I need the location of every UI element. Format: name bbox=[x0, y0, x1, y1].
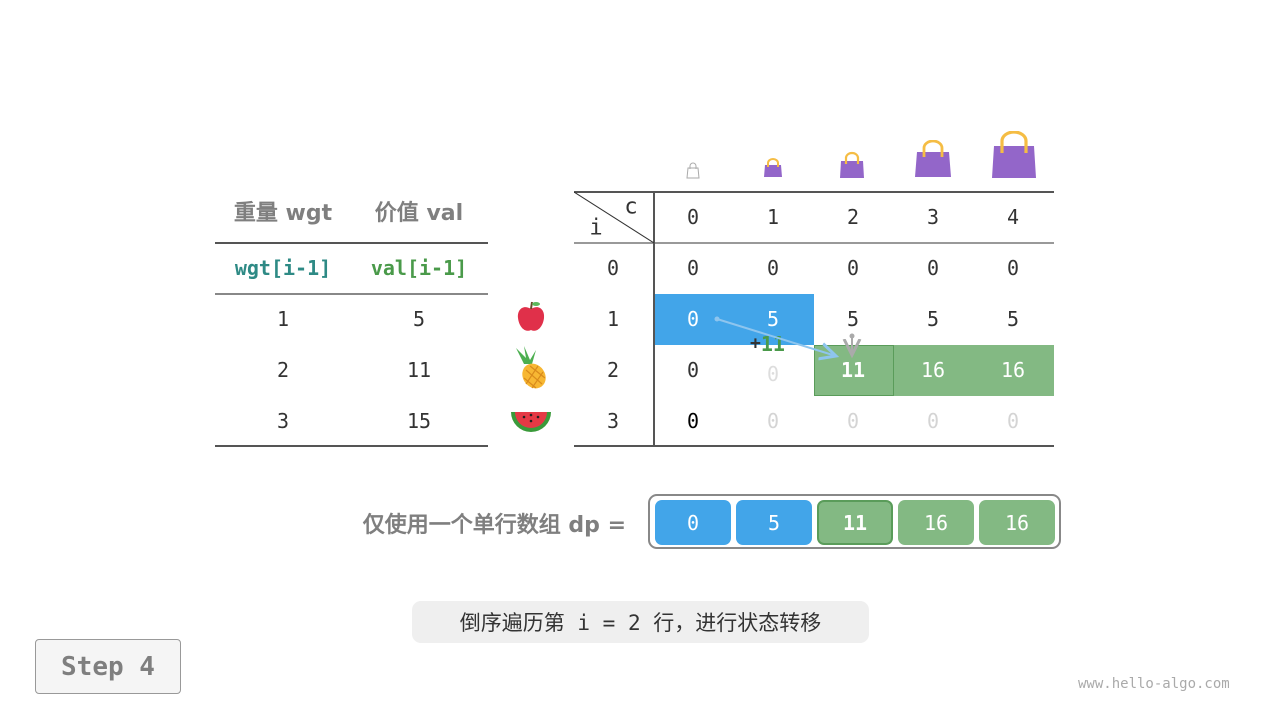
dp-cell: 5 bbox=[736, 500, 812, 545]
dp-cell: 16 bbox=[920, 358, 946, 382]
bag-icon bbox=[764, 158, 782, 177]
dp-cell: 0 bbox=[686, 358, 700, 382]
dp-cell: 16 bbox=[979, 500, 1055, 545]
dp-array bbox=[648, 494, 1061, 549]
dp-cell: 0 bbox=[846, 256, 860, 280]
dp-cell: 0 bbox=[926, 409, 940, 433]
capacity-header: 3 bbox=[926, 205, 940, 229]
divider bbox=[574, 191, 1054, 193]
dp-cell: 0 bbox=[1006, 256, 1020, 280]
divider bbox=[653, 192, 655, 446]
dp-cell: 0 bbox=[1006, 409, 1020, 433]
added-value-annotation: + 11 bbox=[750, 333, 785, 355]
header-value: 价值 val bbox=[374, 201, 464, 226]
dp-cell: 0 bbox=[926, 256, 940, 280]
dp-cell: 0 bbox=[846, 409, 860, 433]
value-cell: 11 bbox=[406, 358, 432, 382]
col-axis-label: c bbox=[624, 194, 638, 220]
empty-bag-icon bbox=[686, 162, 700, 179]
dp-cell: 0 bbox=[686, 409, 700, 433]
row-label: 2 bbox=[606, 358, 620, 382]
value-cell: 5 bbox=[412, 307, 426, 331]
weight-cell: 2 bbox=[276, 358, 290, 382]
weight-cell: 1 bbox=[276, 307, 290, 331]
dp-cell: 5 bbox=[766, 307, 780, 331]
bag-icon bbox=[840, 151, 864, 178]
divider bbox=[215, 293, 488, 295]
dp-cell: 5 bbox=[926, 307, 940, 331]
highlight-prev-row bbox=[654, 294, 814, 345]
value-cell: 15 bbox=[406, 409, 432, 433]
capacity-header: 4 bbox=[1006, 205, 1020, 229]
apple-icon bbox=[517, 301, 545, 331]
header-weight: 重量 wgt bbox=[233, 201, 333, 226]
pineapple-icon bbox=[516, 346, 546, 389]
added-value: 11 bbox=[760, 332, 785, 356]
dp-cell-current: 11 bbox=[817, 500, 893, 545]
divider bbox=[574, 445, 1054, 447]
dp-cell: 5 bbox=[1006, 307, 1020, 331]
row-label: 3 bbox=[606, 409, 620, 433]
capacity-header: 1 bbox=[766, 205, 780, 229]
bag-icon bbox=[992, 131, 1036, 178]
subheader-weight: wgt[i-1] bbox=[234, 256, 332, 280]
dp-cell: 0 bbox=[766, 362, 780, 386]
plus-sign: + bbox=[750, 333, 761, 354]
divider bbox=[574, 242, 1054, 244]
dp-cell: 16 bbox=[1000, 358, 1026, 382]
row-label: 0 bbox=[606, 256, 620, 280]
caption: 倒序遍历第 i = 2 行，进行状态转移 bbox=[412, 601, 869, 643]
dp-cell: 0 bbox=[686, 256, 700, 280]
divider bbox=[215, 242, 488, 244]
step-indicator: Step 4 bbox=[35, 639, 181, 694]
dp-cell: 11 bbox=[840, 358, 866, 382]
capacity-header: 2 bbox=[846, 205, 860, 229]
dp-cell: 0 bbox=[766, 256, 780, 280]
weight-cell: 3 bbox=[276, 409, 290, 433]
dp-array-label: 仅使用一个单行数组 dp = bbox=[362, 513, 626, 538]
watermelon-icon bbox=[511, 412, 551, 432]
divider bbox=[215, 445, 488, 447]
bag-icon bbox=[915, 140, 951, 177]
row-label: 1 bbox=[606, 307, 620, 331]
dp-cell: 0 bbox=[655, 500, 731, 545]
corner-diagonal bbox=[574, 192, 654, 243]
capacity-header: 0 bbox=[686, 205, 700, 229]
row-axis-label: i bbox=[589, 215, 603, 241]
dp-cell: 0 bbox=[766, 409, 780, 433]
dp-cell: 16 bbox=[898, 500, 974, 545]
watermark: www.hello-algo.com bbox=[1078, 676, 1230, 692]
dp-cell: 0 bbox=[686, 307, 700, 331]
subheader-value: val[i-1] bbox=[370, 256, 468, 280]
dp-cell: 5 bbox=[846, 307, 860, 331]
